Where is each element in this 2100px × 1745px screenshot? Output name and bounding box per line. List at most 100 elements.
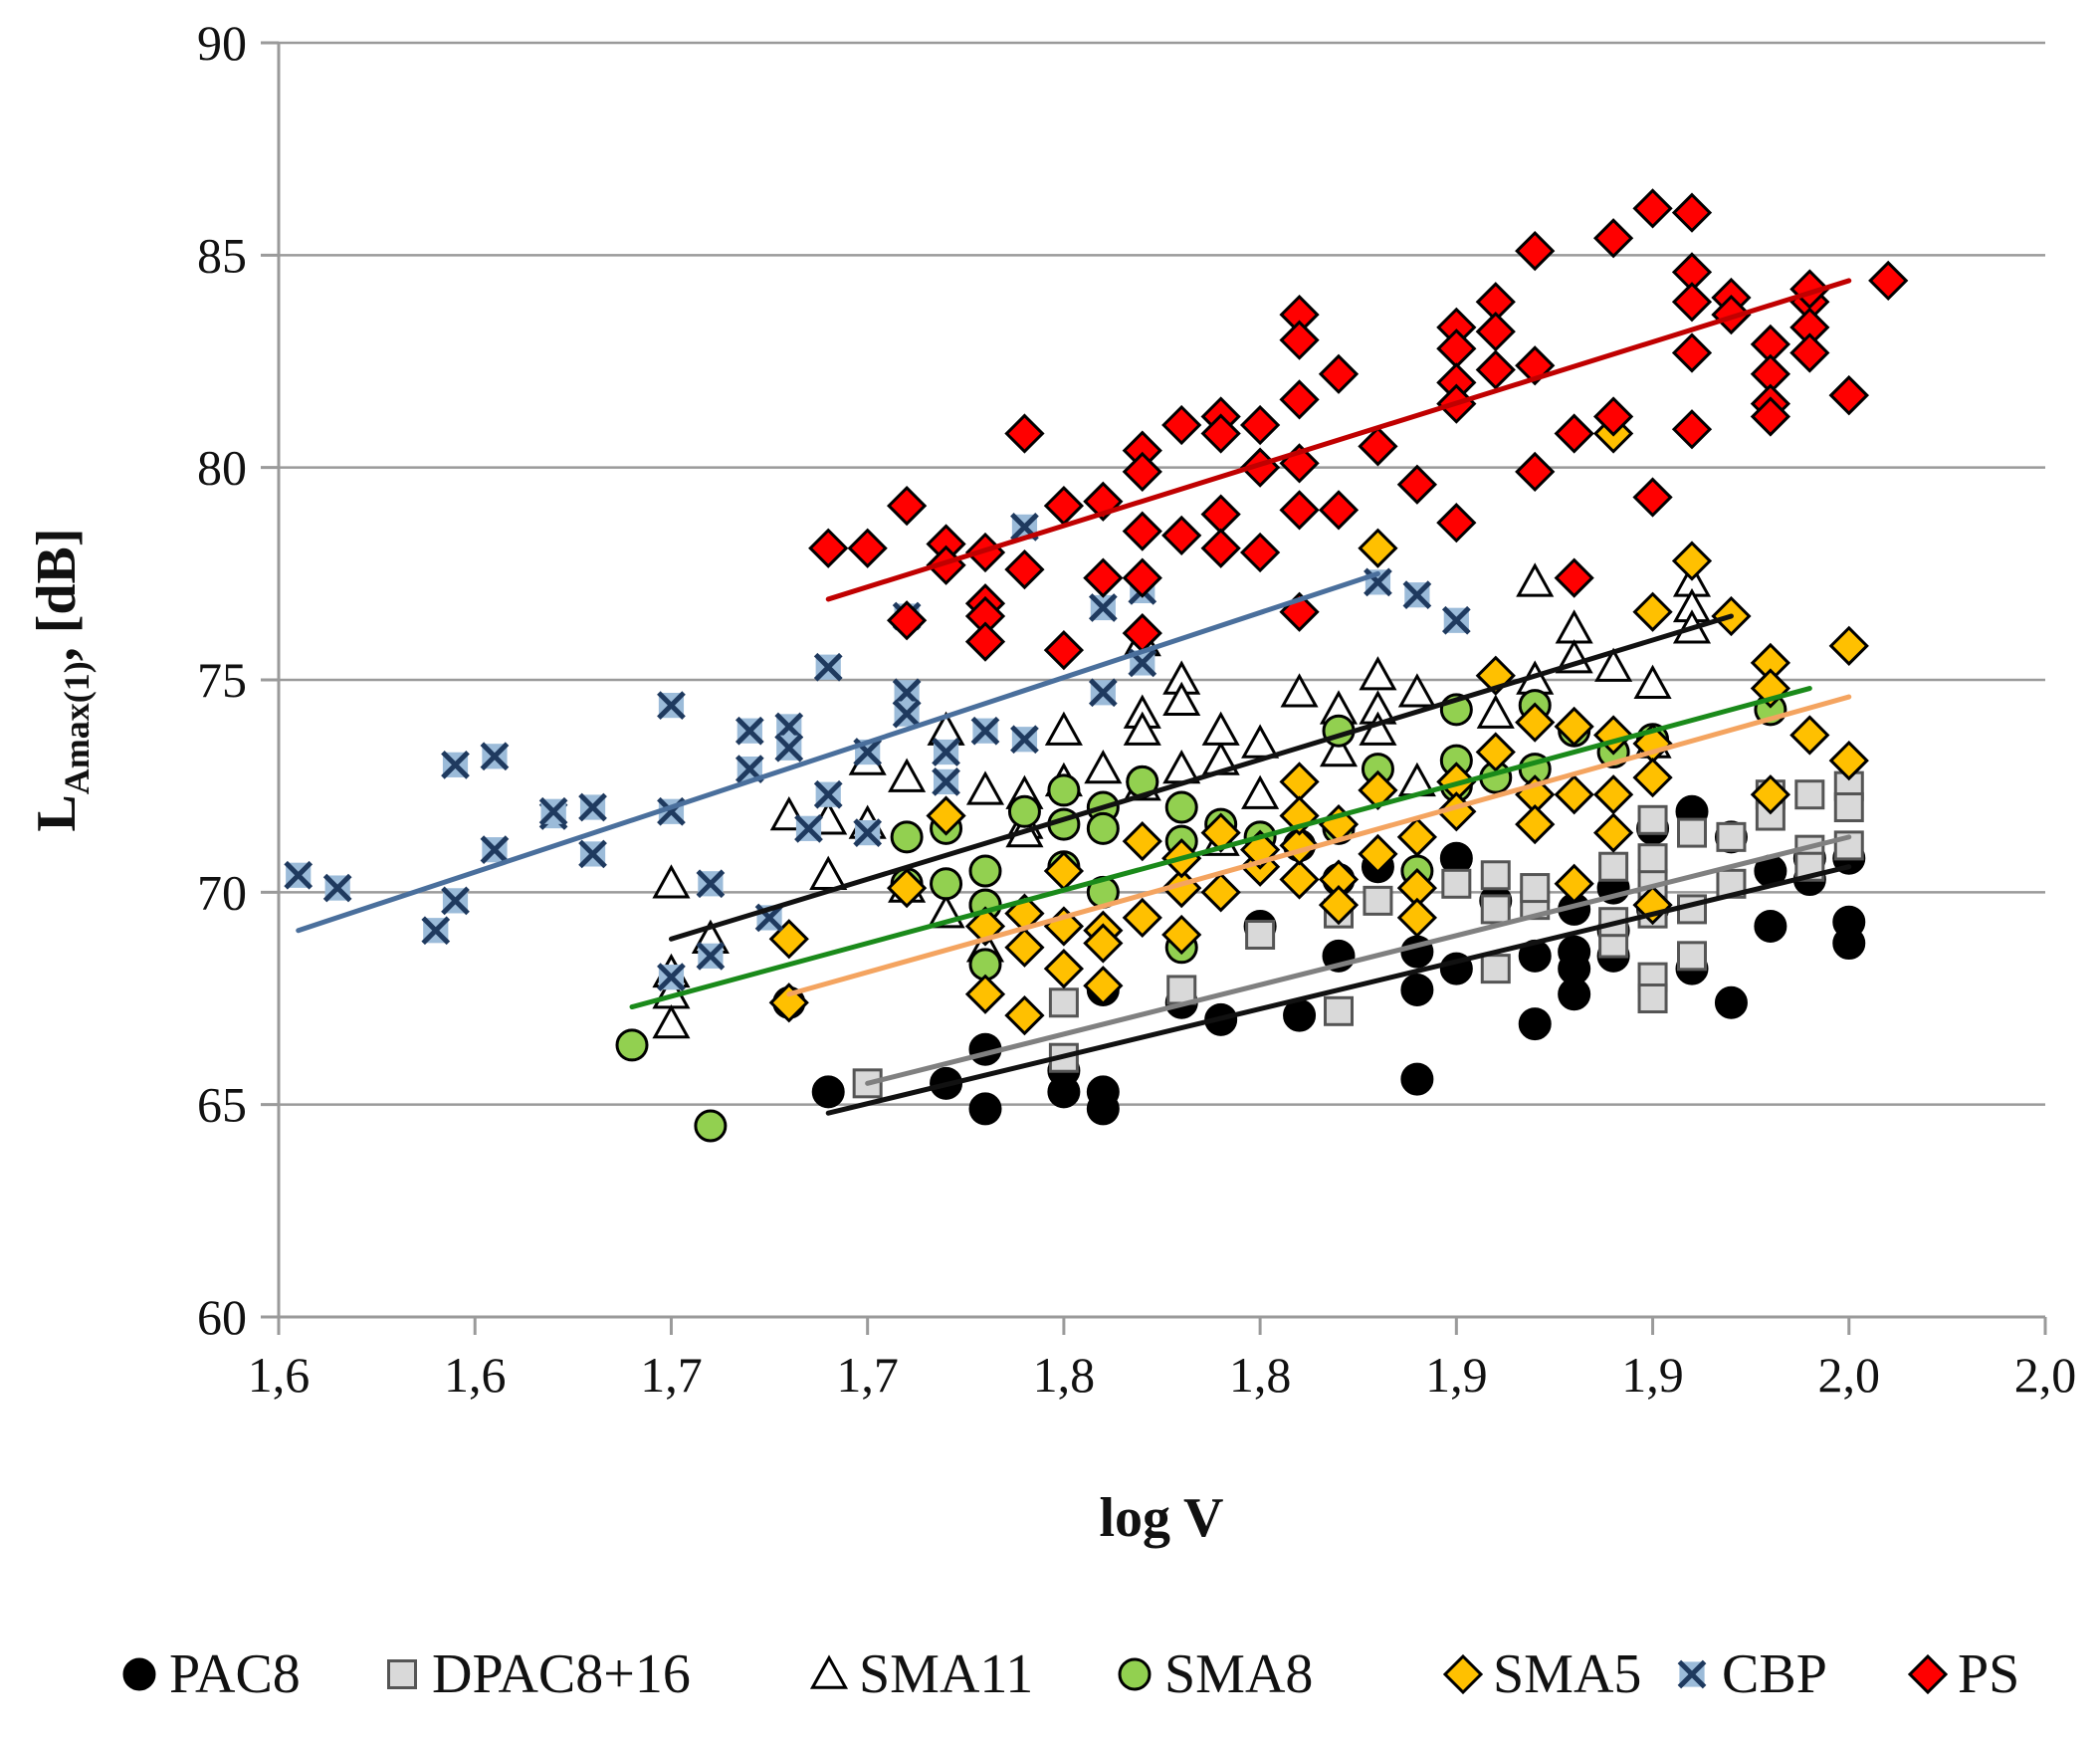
x-tick-label: 1,8 bbox=[1033, 1347, 1096, 1403]
data-point bbox=[1162, 681, 1201, 717]
data-point bbox=[615, 1028, 649, 1062]
legend-item: DPAC8+16 bbox=[387, 1643, 691, 1705]
data-point bbox=[886, 867, 928, 909]
data-point bbox=[1280, 673, 1319, 708]
data-point bbox=[1318, 885, 1360, 926]
data-point bbox=[811, 1075, 845, 1109]
data-point bbox=[1554, 863, 1594, 904]
data-point bbox=[1794, 779, 1825, 810]
data-point bbox=[1637, 983, 1668, 1013]
data-point bbox=[694, 1109, 728, 1143]
data-point bbox=[1515, 230, 1556, 272]
data-point bbox=[1750, 396, 1791, 437]
legend-marker bbox=[809, 1654, 849, 1689]
legend-label: SMA8 bbox=[1164, 1643, 1313, 1705]
legend-label: DPAC8+16 bbox=[432, 1643, 691, 1705]
x-tick-label: 1,6 bbox=[248, 1347, 311, 1403]
data-point bbox=[1043, 630, 1085, 671]
data-point bbox=[1554, 774, 1594, 815]
data-point bbox=[441, 750, 470, 779]
data-point bbox=[1592, 218, 1634, 259]
data-point bbox=[1436, 503, 1477, 544]
data-point bbox=[1086, 811, 1120, 845]
data-point bbox=[1828, 375, 1869, 416]
data-point bbox=[1122, 897, 1162, 939]
data-point bbox=[1122, 557, 1162, 598]
data-point bbox=[1245, 920, 1276, 950]
data-point bbox=[1598, 851, 1629, 882]
data-point bbox=[1789, 332, 1830, 373]
data-point bbox=[1241, 774, 1280, 809]
data-point bbox=[578, 839, 607, 869]
data-point bbox=[1279, 490, 1320, 531]
data-point bbox=[538, 796, 568, 826]
legend-item: PS bbox=[1907, 1643, 2019, 1705]
data-point bbox=[652, 864, 691, 899]
data-point bbox=[1083, 923, 1124, 964]
data-point bbox=[1047, 1075, 1081, 1109]
data-point bbox=[1359, 711, 1397, 746]
data-point bbox=[1396, 464, 1438, 505]
trend-line bbox=[786, 694, 1852, 997]
series-sma11 bbox=[652, 562, 1712, 1039]
data-point bbox=[696, 941, 726, 971]
data-point bbox=[813, 779, 843, 809]
data-point bbox=[1358, 833, 1398, 875]
legend-item: SMA8 bbox=[1118, 1643, 1313, 1705]
data-point bbox=[1161, 914, 1202, 956]
data-point bbox=[1319, 732, 1359, 767]
data-point bbox=[932, 738, 960, 766]
series-sma5 bbox=[768, 413, 1869, 1036]
data-point bbox=[480, 835, 510, 865]
data-point bbox=[1004, 994, 1045, 1036]
data-point bbox=[322, 873, 352, 903]
data-point bbox=[1048, 987, 1079, 1018]
data-point bbox=[886, 485, 928, 527]
legend-item: SMA11 bbox=[809, 1643, 1033, 1705]
x-tick-label: 1,7 bbox=[640, 1347, 703, 1403]
data-point bbox=[1558, 935, 1591, 969]
legend-marker bbox=[1907, 1653, 1949, 1695]
data-point bbox=[1088, 593, 1118, 622]
series-ps bbox=[808, 188, 1909, 671]
data-point bbox=[813, 652, 843, 682]
data-point bbox=[1671, 192, 1713, 233]
trend-line bbox=[825, 864, 1852, 1116]
y-axis-title-unit: , [dB] bbox=[26, 528, 88, 661]
legend-label: SMA5 bbox=[1493, 1643, 1641, 1705]
data-point bbox=[1161, 515, 1202, 556]
data-point bbox=[1750, 774, 1791, 815]
data-point bbox=[1043, 949, 1085, 989]
data-point bbox=[774, 712, 804, 742]
legend: PAC8 DPAC8+16 SMA11 SMA8 SMA5 CBP PS bbox=[122, 1643, 2019, 1705]
data-point bbox=[1632, 188, 1673, 229]
trend-lines bbox=[296, 278, 1852, 1116]
data-point bbox=[1671, 282, 1713, 323]
data-point bbox=[1633, 664, 1672, 699]
data-point bbox=[1592, 774, 1634, 815]
data-point bbox=[1084, 750, 1123, 784]
data-point bbox=[1436, 328, 1477, 369]
data-point bbox=[1083, 557, 1124, 598]
x-tick-label: 1,9 bbox=[1621, 1347, 1684, 1403]
data-point bbox=[1358, 769, 1398, 811]
data-point bbox=[1868, 260, 1909, 302]
data-point bbox=[1088, 678, 1118, 708]
data-point bbox=[441, 886, 470, 916]
x-tick-label: 2,0 bbox=[2014, 1347, 2077, 1403]
data-point bbox=[1632, 477, 1673, 518]
y-tick-label: 80 bbox=[197, 440, 247, 496]
legend-marker bbox=[122, 1657, 156, 1691]
data-point bbox=[1359, 656, 1397, 691]
data-point bbox=[1671, 541, 1713, 581]
data-point bbox=[964, 974, 1006, 1014]
data-point bbox=[1324, 995, 1354, 1026]
data-point bbox=[1318, 353, 1360, 394]
data-point bbox=[1279, 320, 1320, 360]
legend-marker bbox=[1118, 1657, 1152, 1691]
data-point bbox=[1671, 409, 1713, 450]
data-point bbox=[1515, 451, 1556, 493]
data-point bbox=[1637, 843, 1668, 874]
data-point bbox=[1554, 413, 1594, 454]
